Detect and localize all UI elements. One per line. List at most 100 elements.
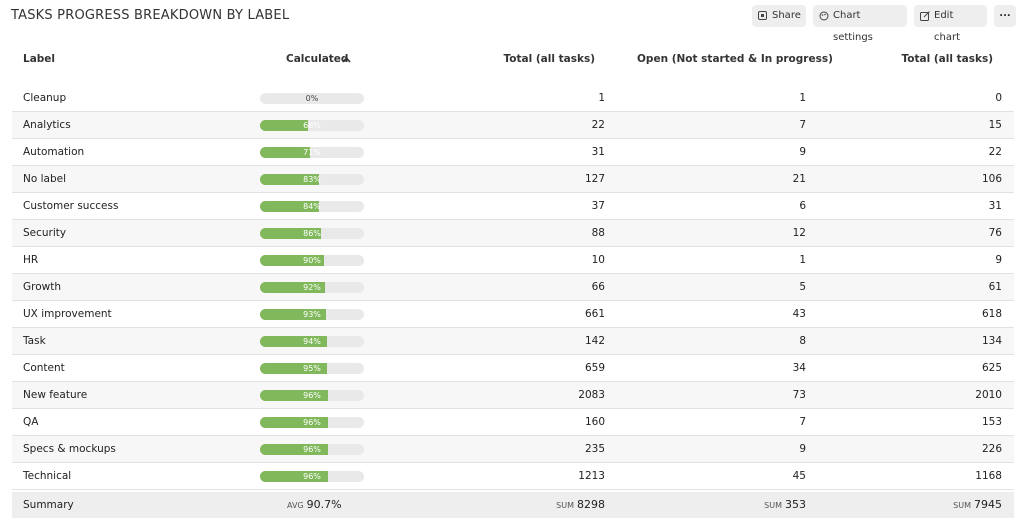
progress-track: 95% [260,363,364,374]
open-cell: 1 [799,254,806,266]
table-row: HR 90% 10 1 9 [12,247,1014,274]
edit-chart-label: Edit chart [934,10,960,43]
total-all-cell: 0 [995,92,1002,104]
edit-icon [920,11,930,21]
summary-label: Summary [23,499,74,511]
progress-label: 94% [303,337,321,346]
progress-bar [260,120,309,131]
total-cell: 127 [584,173,605,185]
total-all-cell: 226 [981,443,1002,455]
column-header[interactable]: Calculated [286,53,349,65]
progress-bar [260,147,311,158]
progress-track: 96% [260,444,364,455]
progress-track: 86% [260,228,364,239]
open-cell: 43 [792,308,806,320]
chart-settings-label: Chart settings [833,10,873,43]
progress-bar [260,255,324,266]
table-row: Specs & mockups 96% 235 9 226 [12,436,1014,463]
summary-prefix: SUM [764,501,782,510]
label-cell: UX improvement [23,308,112,320]
settings-icon [819,11,829,21]
share-icon [758,11,767,20]
summary-cell: SUM 8298 [556,498,605,511]
progress-bar [260,390,328,401]
total-all-cell: 106 [981,173,1002,185]
label-cell: Analytics [23,119,71,131]
progress-bar [260,471,328,482]
total-cell: 1 [598,92,605,104]
total-all-cell: 22 [988,146,1002,158]
summary-row: Summary AVG 90.7% SUM 8298 SUM 353 SUM 7945 [12,492,1014,518]
progress-label: 84% [303,202,321,211]
progress-bar [260,201,320,212]
progress-bar [260,228,321,239]
total-all-cell: 61 [988,281,1002,293]
progress-bar [260,444,328,455]
progress-track: 96% [260,471,364,482]
label-cell: Technical [23,470,72,482]
progress-track: 96% [260,417,364,428]
label-cell: Automation [23,146,85,158]
table-row: Task 94% 142 8 134 [12,328,1014,355]
label-cell: Content [23,362,65,374]
progress-label: 96% [303,418,321,427]
label-cell: QA [23,416,39,428]
label-cell: Specs & mockups [23,443,116,455]
progress-bar [260,282,326,293]
open-cell: 21 [792,173,806,185]
more-button[interactable]: ... [994,5,1016,27]
summary-value: 8298 [577,498,605,511]
label-cell: Customer success [23,200,119,212]
open-cell: 6 [799,200,806,212]
progress-label: 96% [303,391,321,400]
column-header: Label [23,53,56,65]
progress-track: 68% [260,120,364,131]
total-all-cell: 618 [981,308,1002,320]
progress-track: 71% [260,147,364,158]
progress-bar [260,309,326,320]
table-row: QA 96% 160 7 153 [12,409,1014,436]
summary-prefix: SUM [556,501,574,510]
total-cell: 1213 [578,470,605,482]
total-all-cell: 15 [988,119,1002,131]
total-cell: 31 [591,146,605,158]
progress-bar [260,363,328,374]
total-all-cell: 625 [981,362,1002,374]
total-cell: 37 [591,200,605,212]
open-cell: 8 [799,335,806,347]
table-row: New feature 96% 2083 73 2010 [12,382,1014,409]
total-cell: 22 [591,119,605,131]
open-cell: 7 [799,119,806,131]
open-cell: 34 [792,362,806,374]
column-header: Total (all tasks) [901,53,993,65]
progress-label: 71% [303,148,321,157]
total-all-cell: 31 [988,200,1002,212]
label-cell: HR [23,254,39,266]
summary-cell: SUM 353 [764,498,806,511]
summary-value: 7945 [974,498,1002,511]
open-cell: 1 [799,92,806,104]
open-cell: 5 [799,281,806,293]
summary-value: 90.7% [306,498,342,511]
progress-label: 93% [303,310,321,319]
progress-bar [260,174,319,185]
summary-prefix: AVG [287,501,304,510]
open-cell: 45 [792,470,806,482]
sort-arrow[interactable] [342,56,351,63]
progress-label: 95% [303,364,321,373]
chart-settings-button[interactable]: Chart settings [813,5,907,43]
total-cell: 661 [584,308,605,320]
total-all-cell: 9 [995,254,1002,266]
table-row: Analytics 68% 22 7 15 [12,112,1014,139]
open-cell: 7 [799,416,806,428]
total-all-cell: 1168 [975,470,1002,482]
progress-label: 86% [303,229,321,238]
edit-chart-button[interactable]: Edit chart [914,5,987,43]
total-all-cell: 2010 [975,389,1002,401]
progress-track: 83% [260,174,364,185]
summary-cell: SUM 7945 [953,498,1002,511]
share-label: Share [772,10,801,21]
summary-value: 353 [785,498,806,511]
share-button[interactable]: Share [752,5,806,27]
